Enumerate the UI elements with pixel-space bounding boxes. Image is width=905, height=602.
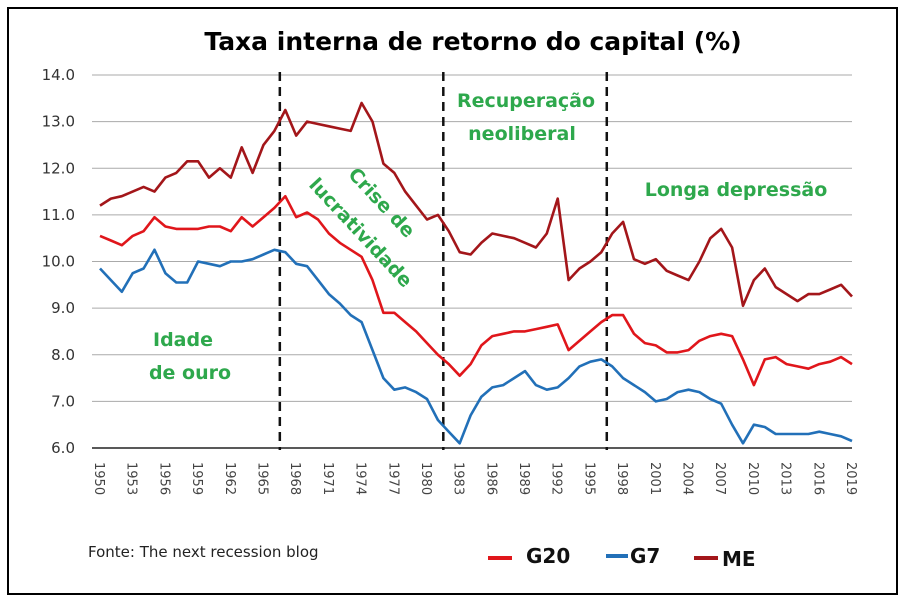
- y-tick-label: 9.0: [51, 299, 75, 317]
- x-tick-label: 1971: [320, 462, 335, 495]
- x-tick-label: 1953: [124, 462, 139, 495]
- legend-label-me: ME: [722, 547, 756, 571]
- x-tick-label: 1956: [156, 462, 171, 495]
- series-line-g7: [99, 248, 853, 445]
- y-axis-labels: 6.0 7.0 8.0 9.0 10.0 11.0 12.0 13.0 14.0: [42, 66, 75, 457]
- x-tick-label: 1962: [222, 462, 237, 495]
- x-tick-label: 1992: [549, 462, 564, 495]
- period-dividers: [278, 72, 609, 450]
- legend-label-g20: G20: [526, 544, 570, 568]
- y-tick-label: 6.0: [51, 439, 75, 457]
- y-tick-label: 8.0: [51, 346, 75, 364]
- x-tick-label: 2004: [680, 462, 695, 495]
- legend: G20 G7 ME: [488, 544, 756, 571]
- x-tick-label: 1983: [451, 462, 466, 495]
- x-tick-label: 1968: [287, 462, 302, 495]
- annotation-idade-de-ouro-1: Idade: [153, 329, 213, 351]
- y-tick-label: 14.0: [42, 66, 75, 84]
- series-line-g20: [99, 194, 853, 387]
- x-tick-label: 1977: [385, 462, 400, 495]
- series-lines: [99, 101, 853, 445]
- source-note: Fonte: The next recession blog: [88, 543, 319, 561]
- x-tick-label: 2010: [745, 462, 760, 495]
- annotation-idade-de-ouro-2: de ouro: [149, 362, 231, 384]
- x-tick-label: 2001: [647, 462, 662, 495]
- x-tick-label: 1995: [581, 462, 596, 495]
- x-tick-label: 2013: [778, 462, 793, 495]
- legend-label-g7: G7: [630, 544, 660, 568]
- y-tick-label: 11.0: [42, 206, 75, 224]
- x-tick-label: 1998: [614, 462, 629, 495]
- x-axis-labels: 1950 1953 1956 1959 1962 1965 1968 1971 1974 1977…: [91, 462, 858, 495]
- x-tick-label: 2016: [810, 462, 825, 495]
- x-tick-label: 1986: [483, 462, 498, 495]
- y-tick-label: 13.0: [42, 113, 75, 131]
- x-tick-label: 1989: [516, 462, 531, 495]
- x-tick-label: 1974: [353, 462, 368, 495]
- y-tick-label: 12.0: [42, 159, 75, 177]
- x-tick-label: 1959: [189, 462, 204, 495]
- annotation-longa-depressao: Longa depressão: [645, 179, 828, 201]
- annotation-recuperacao-1: Recuperação: [457, 90, 595, 112]
- x-tick-label: 2007: [712, 462, 727, 495]
- x-tick-label: 1980: [418, 462, 433, 495]
- chart-title: Taxa interna de retorno do capital (%): [204, 27, 741, 56]
- x-tick-label: 2019: [843, 462, 858, 495]
- x-tick-label: 1950: [91, 462, 106, 495]
- x-tick-label: 1965: [254, 462, 269, 495]
- y-tick-label: 7.0: [51, 392, 75, 410]
- y-tick-label: 10.0: [42, 253, 75, 271]
- chart-border: [7, 7, 898, 595]
- annotation-recuperacao-2: neoliberal: [468, 123, 576, 145]
- series-line-me: [99, 101, 853, 308]
